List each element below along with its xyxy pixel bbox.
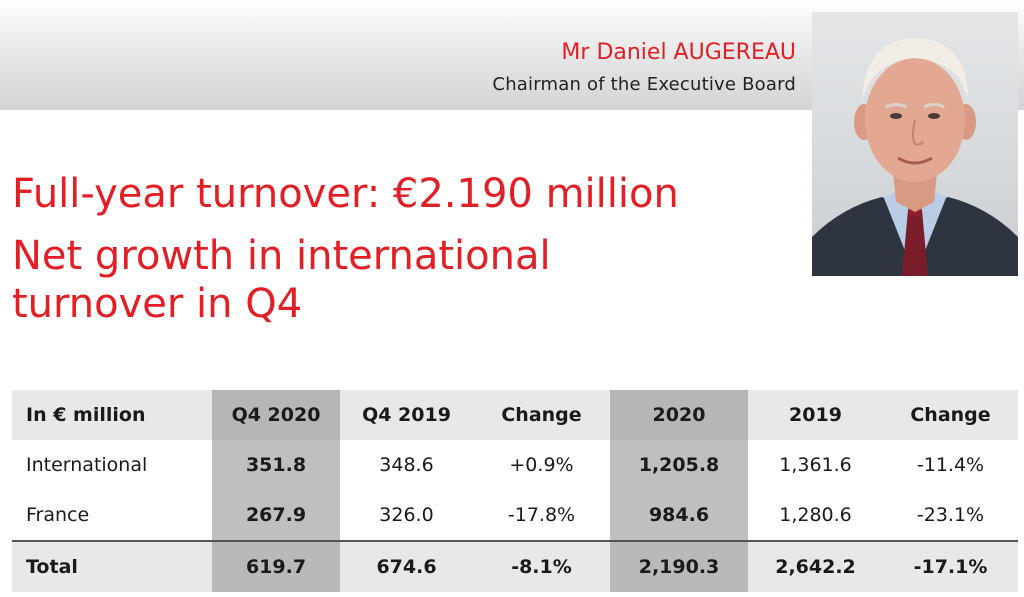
column-header: Q4 2020 — [212, 390, 340, 440]
headline-growth-line-1: Net growth in international — [12, 233, 551, 279]
column-header: Change — [501, 404, 582, 426]
table-cell: 1,361.6 — [779, 454, 852, 476]
column-header: 2020 — [610, 390, 748, 440]
table-cell: 326.0 — [379, 504, 434, 526]
row-label: International — [26, 454, 148, 476]
table-cell: -17.8% — [507, 504, 576, 526]
column-header: 2019 — [789, 404, 842, 426]
portrait-photo — [812, 12, 1018, 276]
table-cell: 1,280.6 — [779, 504, 852, 526]
table-cell: -23.1% — [916, 504, 985, 526]
headline-growth: Net growth in international turnover in … — [12, 232, 551, 328]
table-cell: -11.4% — [916, 454, 985, 476]
column-header: Change — [910, 404, 991, 426]
table-cell: 619.7 — [212, 541, 340, 592]
table-cell: +0.9% — [509, 454, 574, 476]
table-row-international: International 351.8 348.6 +0.9% 1,205.8 … — [12, 440, 1018, 490]
column-header: Q4 2019 — [362, 404, 451, 426]
table-header-row: In € million Q4 2020 Q4 2019 Change 2020… — [12, 390, 1018, 440]
table-row-france: France 267.9 326.0 -17.8% 984.6 1,280.6 … — [12, 490, 1018, 541]
table-cell: -17.1% — [913, 556, 988, 578]
column-header: In € million — [26, 404, 146, 426]
executive-role: Chairman of the Executive Board — [492, 74, 796, 95]
turnover-table: In € million Q4 2020 Q4 2019 Change 2020… — [12, 390, 1018, 592]
table-cell: -8.1% — [511, 556, 572, 578]
table-cell: 1,205.8 — [610, 440, 748, 490]
table-cell: 2,642.2 — [775, 556, 856, 578]
executive-name: Mr Daniel AUGEREAU — [561, 40, 796, 65]
table-row-total: Total 619.7 674.6 -8.1% 2,190.3 2,642.2 … — [12, 541, 1018, 592]
headline-turnover: Full-year turnover: €2.190 million — [12, 171, 679, 217]
table-cell: 351.8 — [212, 440, 340, 490]
table-cell: 984.6 — [610, 490, 748, 541]
headline-growth-line-2: turnover in Q4 — [12, 281, 303, 327]
table-cell: 267.9 — [212, 490, 340, 541]
row-label: Total — [26, 556, 78, 578]
table-cell: 2,190.3 — [610, 541, 748, 592]
row-label: France — [26, 504, 90, 526]
portrait-illustration — [812, 38, 1018, 276]
table-cell: 674.6 — [376, 556, 437, 578]
table-cell: 348.6 — [379, 454, 434, 476]
